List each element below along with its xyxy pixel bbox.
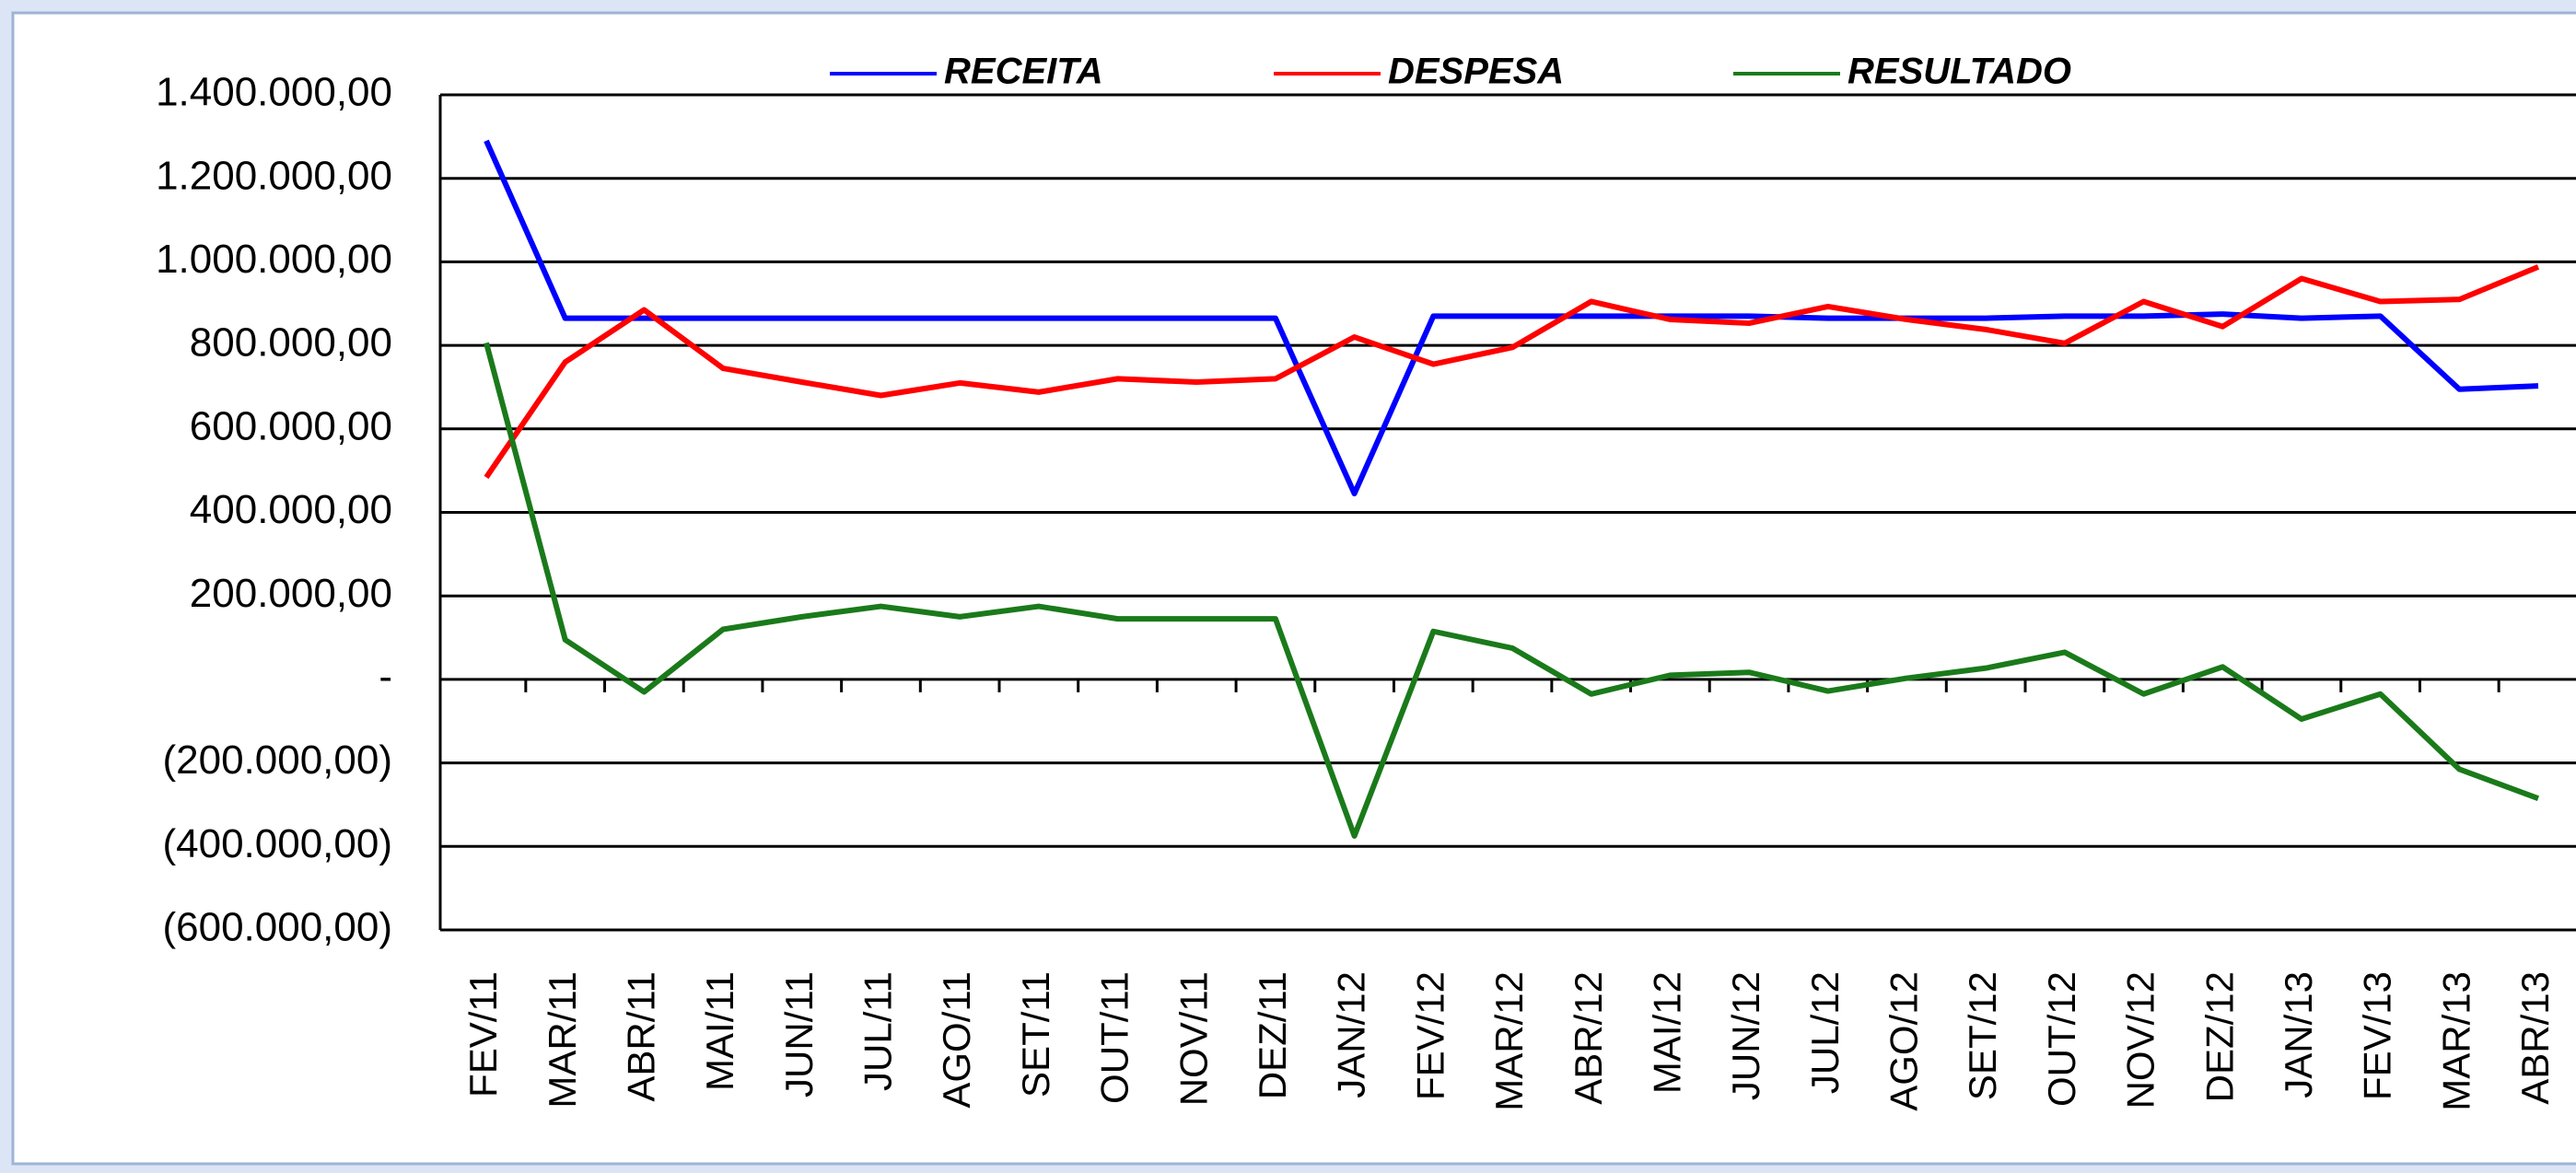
legend-label: RESULTADO (1847, 52, 2071, 92)
series-line (484, 342, 2540, 839)
x-tick-label: DEZ/11 (1251, 971, 1294, 1099)
x-tick-label: JAN/12 (1330, 971, 1373, 1098)
y-tick-label: (400.000,00) (162, 821, 392, 866)
x-tick-label: ABR/11 (619, 971, 662, 1102)
x-tick-label: NOV/11 (1171, 971, 1215, 1106)
x-tick-label: JUL/11 (857, 971, 900, 1091)
y-tick-label: 1.400.000,00 (156, 70, 392, 115)
legend-label: DESPESA (1388, 52, 1564, 92)
x-tick-label: SET/12 (1961, 971, 2004, 1100)
x-tick-label: ABR/13 (2513, 971, 2557, 1105)
y-tick-label: 800.000,00 (190, 320, 392, 366)
y-tick-label: - (379, 655, 392, 700)
x-tick-label: FEV/11 (461, 971, 505, 1098)
x-tick-label: OUT/12 (2040, 971, 2083, 1107)
x-tick-label: FEV/12 (1408, 971, 1451, 1100)
x-tick-label: ABR/12 (1567, 971, 1610, 1105)
x-tick-label: FEV/13 (2356, 971, 2399, 1100)
chart-panel (11, 11, 2576, 1166)
x-tick-label: NOV/12 (2119, 971, 2162, 1109)
series-line (484, 264, 2540, 480)
x-tick-label: MAR/13 (2434, 971, 2477, 1111)
x-tick-label: MAI/12 (1645, 971, 1688, 1094)
x-tick-label: JAN/13 (2277, 971, 2320, 1098)
y-tick-label: 400.000,00 (190, 487, 392, 532)
x-tick-label: DEZ/12 (2197, 971, 2241, 1102)
legend-label: RECEITA (944, 52, 1103, 92)
x-tick-label: MAR/12 (1487, 971, 1531, 1111)
x-tick-label: AGO/11 (935, 971, 978, 1109)
x-tick-label: JUN/11 (777, 971, 821, 1098)
y-tick-label: 1.200.000,00 (156, 153, 392, 198)
x-tick-label: MAR/11 (541, 971, 584, 1109)
x-tick-label: SET/11 (1014, 971, 1057, 1098)
y-tick-label: 200.000,00 (190, 571, 392, 616)
x-tick-label: JUN/12 (1724, 971, 1767, 1100)
y-tick-label: (200.000,00) (162, 737, 392, 783)
x-tick-label: OUT/11 (1093, 971, 1136, 1104)
x-tick-label: AGO/12 (1882, 971, 1926, 1111)
y-tick-label: 1.000.000,00 (156, 237, 392, 282)
x-tick-label: MAI/11 (698, 971, 741, 1091)
x-tick-label: JUL/12 (1803, 971, 1847, 1094)
y-tick-label: (600.000,00) (162, 905, 392, 950)
series-line (484, 139, 2539, 497)
y-tick-label: 600.000,00 (190, 403, 392, 448)
